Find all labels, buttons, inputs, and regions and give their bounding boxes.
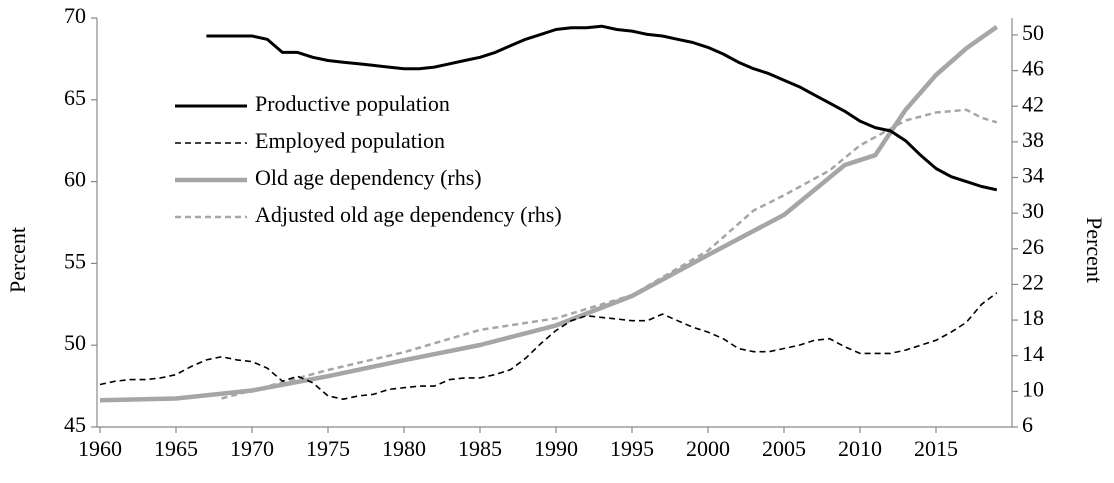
x-tick-label: 2005 bbox=[762, 436, 806, 461]
y2-tick-label: 34 bbox=[1022, 163, 1044, 188]
x-tick-label: 2000 bbox=[686, 436, 730, 461]
series-line bbox=[221, 108, 998, 400]
x-tick-label: 1980 bbox=[382, 436, 426, 461]
y2-tick-label: 26 bbox=[1022, 234, 1044, 259]
x-tick-label: 2015 bbox=[914, 436, 958, 461]
series-line bbox=[206, 24, 998, 192]
y2-tick-label: 22 bbox=[1022, 269, 1044, 294]
x-tick-label: 1970 bbox=[230, 436, 274, 461]
y-tick-label: 65 bbox=[64, 85, 86, 110]
x-tick-label: 1995 bbox=[610, 436, 654, 461]
y-axis-title: Percent bbox=[5, 227, 30, 293]
y2-tick-label: 30 bbox=[1022, 198, 1044, 223]
y2-tick-label: 14 bbox=[1022, 341, 1044, 366]
y2-tick-label: 46 bbox=[1022, 56, 1044, 81]
x-tick-label: 1960 bbox=[78, 436, 122, 461]
legend-label: Old age dependency (rhs) bbox=[255, 165, 482, 190]
y-tick-label: 55 bbox=[64, 248, 86, 273]
y-tick-label: 60 bbox=[64, 167, 86, 192]
y2-tick-label: 6 bbox=[1022, 412, 1033, 437]
x-tick-label: 1975 bbox=[306, 436, 350, 461]
y2-tick-label: 10 bbox=[1022, 376, 1044, 401]
y2-tick-label: 50 bbox=[1022, 20, 1044, 45]
legend-label: Adjusted old age dependency (rhs) bbox=[255, 202, 562, 227]
x-tick-label: 1965 bbox=[154, 436, 198, 461]
y2-tick-label: 42 bbox=[1022, 91, 1044, 116]
series-line bbox=[99, 25, 999, 403]
y2-tick-label: 38 bbox=[1022, 127, 1044, 152]
legend-label: Employed population bbox=[255, 128, 445, 153]
y-tick-label: 70 bbox=[64, 3, 86, 28]
x-tick-label: 2010 bbox=[838, 436, 882, 461]
y2-axis-title: Percent bbox=[1082, 217, 1107, 283]
y-tick-label: 50 bbox=[64, 330, 86, 355]
series-line bbox=[99, 292, 998, 400]
x-tick-label: 1990 bbox=[534, 436, 578, 461]
y-tick-label: 45 bbox=[64, 412, 86, 437]
x-tick-label: 1985 bbox=[458, 436, 502, 461]
y2-tick-label: 18 bbox=[1022, 305, 1044, 330]
legend-label: Productive population bbox=[255, 91, 450, 116]
